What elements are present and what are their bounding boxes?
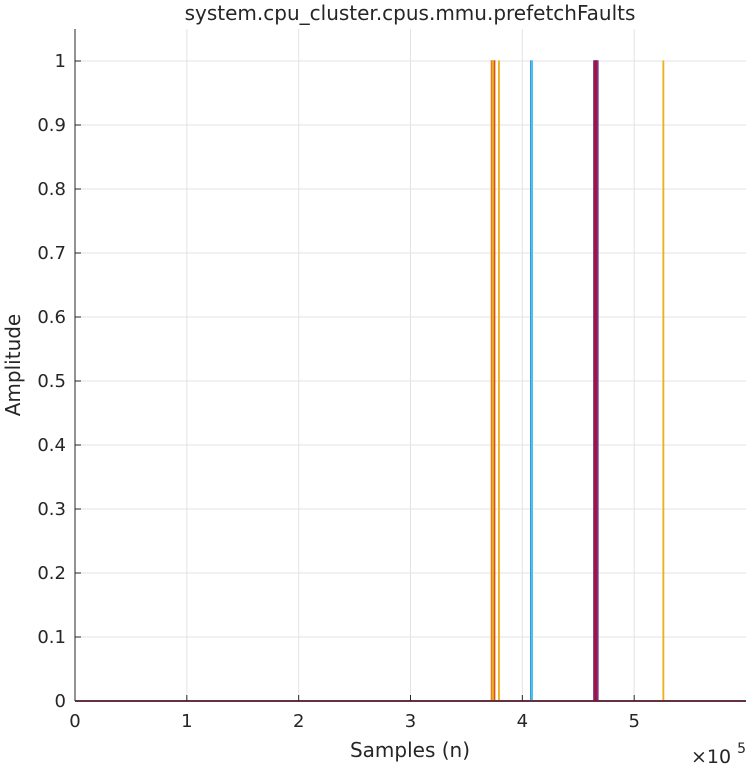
x-tick-label: 5 xyxy=(628,711,639,732)
x-scale-exponent: 5 xyxy=(737,741,746,757)
y-tick-label: 0.4 xyxy=(37,435,66,456)
x-scale-base: ×10 xyxy=(691,746,731,765)
grid xyxy=(74,29,746,702)
x-axis-label: Samples (n) xyxy=(350,738,470,762)
x-tick-label: 0 xyxy=(69,711,80,732)
y-tick-label: 0.8 xyxy=(37,179,66,200)
chart-title: system.cpu_cluster.cpus.mmu.prefetchFaul… xyxy=(185,1,636,25)
y-tick-label: 0.7 xyxy=(37,243,66,264)
series-line-3 xyxy=(75,60,746,702)
x-tick-label: 1 xyxy=(181,711,192,732)
y-tick-label: 0.5 xyxy=(37,371,66,392)
x-scale-multiplier: ×10 5 xyxy=(691,741,746,765)
y-axis-label: Amplitude xyxy=(1,314,25,417)
y-tick-label: 0 xyxy=(55,691,66,712)
y-tick-label: 0.2 xyxy=(37,563,66,584)
y-tick-label: 0.3 xyxy=(37,499,66,520)
x-tick-label: 4 xyxy=(517,711,528,732)
y-tick-label: 0.9 xyxy=(37,115,66,136)
tick-labels: 0 1 2 3 4 5 0 0.1 0.2 0.3 0.4 0.5 0.6 0.7 0.8 0.9 1 xyxy=(37,51,640,732)
y-tick-label: 0.6 xyxy=(37,307,66,328)
y-tick-label: 1 xyxy=(55,51,66,72)
x-tick-label: 2 xyxy=(293,711,304,732)
x-tick-label: 3 xyxy=(405,711,416,732)
y-tick-label: 0.1 xyxy=(37,627,66,648)
axes xyxy=(74,29,746,702)
